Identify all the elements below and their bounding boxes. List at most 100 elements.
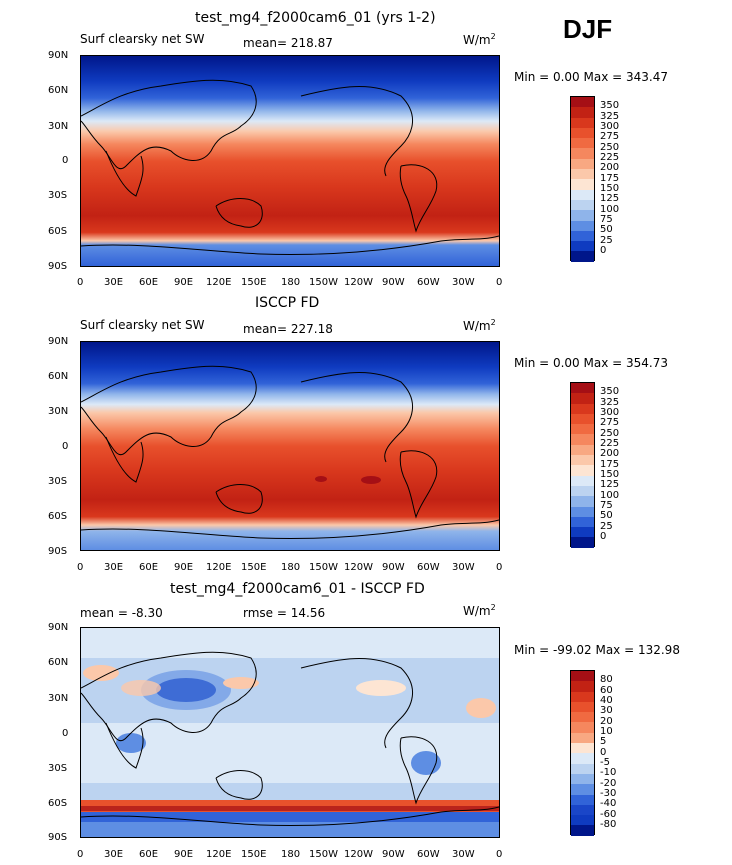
panel-1-colorbar-label: 250 — [600, 142, 620, 153]
lat-tick-label: 60S — [48, 226, 68, 237]
lon-tick-label: 120E — [206, 277, 232, 288]
lon-tick-label: 90W — [382, 849, 405, 860]
panel-2-colorbar-label: 300 — [600, 407, 620, 418]
lon-tick-label: 60E — [139, 277, 159, 288]
panel-3-colorbar-swatch — [571, 763, 594, 774]
lon-tick-label: 30W — [452, 849, 475, 860]
panel-2-colorbar-label: 200 — [600, 448, 620, 459]
panel-3-colorbar-label: -20 — [600, 778, 617, 789]
panel-1-colorbar-label: 150 — [600, 183, 620, 194]
panel-1-colorbar-label: 275 — [600, 131, 620, 142]
panel-3-colorbar-label: 40 — [600, 695, 613, 706]
panel-1-colorbar-label: 350 — [600, 100, 620, 111]
panel-2-colorbar-label: 275 — [600, 417, 620, 428]
lat-tick-label: 60N — [48, 371, 69, 382]
panel-2-colorbar-swatch — [571, 527, 594, 538]
panel-3-colorbar-swatch — [571, 804, 594, 816]
panel-1-colorbar — [570, 96, 595, 262]
panel-3-title: test_mg4_f2000cam6_01 - ISCCP FD — [170, 581, 425, 597]
panel-3-colorbar-label: -40 — [600, 798, 617, 809]
lon-tick-label: 30W — [452, 277, 475, 288]
lat-tick-label: 60S — [48, 798, 68, 809]
panel-2-colorbar-label: 250 — [600, 428, 620, 439]
panel-3-colorbar-label: 0 — [600, 747, 607, 758]
lon-tick-label: 120W — [344, 849, 373, 860]
lon-tick-label: 90E — [174, 277, 194, 288]
panel-3-colorbar-label: -5 — [600, 757, 610, 768]
lat-tick-label: 90N — [48, 622, 69, 633]
lon-tick-label: 120W — [344, 277, 373, 288]
lon-tick-label: 90E — [174, 849, 194, 860]
lon-tick-label: 30E — [104, 277, 124, 288]
panel-2-colorbar-swatch — [571, 537, 594, 548]
lat-tick-label: 90S — [48, 832, 68, 843]
lon-tick-label: 150W — [309, 849, 338, 860]
panel-2-title: ISCCP FD — [255, 295, 320, 311]
panel-1-colorbar-swatch — [571, 138, 594, 149]
panel-3-colorbar-label: 60 — [600, 685, 613, 696]
lat-tick-label: 60N — [48, 85, 69, 96]
panel-1-colorbar-swatch — [571, 251, 594, 262]
panel-3-units: W/m2 — [463, 603, 496, 618]
panel-1-colorbar-swatch — [571, 241, 594, 252]
panel-2-map — [80, 341, 500, 551]
panel-2-colorbar-label: 150 — [600, 469, 620, 480]
panel-1-colorbar-label: 50 — [600, 224, 613, 235]
panel-3-minmax: Min = -99.02 Max = 132.98 — [514, 643, 680, 657]
lon-tick-label: 120E — [206, 562, 232, 573]
lon-tick-label: 150W — [309, 277, 338, 288]
panel-3-colorbar-swatch — [571, 753, 594, 764]
lon-tick-label: 30E — [104, 849, 124, 860]
lat-tick-label: 30N — [48, 693, 69, 704]
panel-3-mean: mean = -8.30 — [80, 606, 163, 620]
lat-tick-label: 0 — [62, 441, 69, 452]
panel-3-colorbar-label: 20 — [600, 716, 613, 727]
lon-tick-label: 0 — [496, 277, 503, 288]
panel-3-map-field — [81, 628, 499, 837]
panel-2-mean: mean= 227.18 — [243, 322, 333, 336]
panel-3-colorbar-swatch — [571, 701, 594, 713]
panel-1-colorbar-label: 175 — [600, 173, 620, 184]
panel-1-minmax: Min = 0.00 Max = 343.47 — [514, 70, 668, 84]
panel-1-colorbar-label: 75 — [600, 214, 613, 225]
panel-1-colorbar-swatch — [571, 179, 594, 190]
panel-2-colorbar — [570, 382, 595, 548]
lon-tick-label: 0 — [496, 562, 503, 573]
lon-tick-label: 120W — [344, 562, 373, 573]
lon-tick-label: 60E — [139, 562, 159, 573]
panel-2-colorbar-swatch — [571, 424, 594, 435]
panel-1-colorbar-swatch — [571, 107, 594, 118]
panel-2-colorbar-swatch — [571, 444, 594, 456]
panel-3-colorbar-swatch — [571, 773, 594, 785]
panel-1-colorbar-label: 325 — [600, 111, 620, 122]
lat-tick-label: 30S — [48, 476, 68, 487]
panel-1-colorbar-swatch — [571, 199, 594, 211]
lon-tick-label: 0 — [77, 849, 84, 860]
panel-2-colorbar-swatch — [571, 413, 594, 425]
panel-1-colorbar-swatch — [571, 169, 594, 180]
lon-tick-label: 180 — [281, 277, 301, 288]
panel-1-colorbar-label: 200 — [600, 162, 620, 173]
panel-3-colorbar-label: 5 — [600, 736, 607, 747]
panel-2-colorbar-swatch — [571, 465, 594, 476]
panel-2-colorbar-label: 325 — [600, 397, 620, 408]
lon-tick-label: 180 — [281, 849, 301, 860]
panel-1-units: W/m2 — [463, 32, 496, 47]
panel-1-colorbar-swatch — [571, 148, 594, 159]
panel-1-colorbar-swatch — [571, 210, 594, 221]
panel-2-colorbar-label: 0 — [600, 531, 607, 542]
panel-2-colorbar-swatch — [571, 434, 594, 445]
panel-2-colorbar-label: 350 — [600, 386, 620, 397]
season-label: DJF — [563, 14, 613, 44]
panel-3-colorbar-label: -80 — [600, 819, 617, 830]
lon-tick-label: 150E — [241, 562, 267, 573]
panel-3-colorbar-label: 30 — [600, 705, 613, 716]
panel-1-variable: Surf clearsky net SW — [80, 32, 205, 46]
panel-1-colorbar-swatch — [571, 127, 594, 139]
panel-1-colorbar-swatch — [571, 189, 594, 200]
lon-tick-label: 90E — [174, 562, 194, 573]
lon-tick-label: 60W — [417, 849, 440, 860]
lat-tick-label: 60N — [48, 657, 69, 668]
panel-3-colorbar-swatch — [571, 794, 594, 805]
panel-1-mean: mean= 218.87 — [243, 36, 333, 50]
